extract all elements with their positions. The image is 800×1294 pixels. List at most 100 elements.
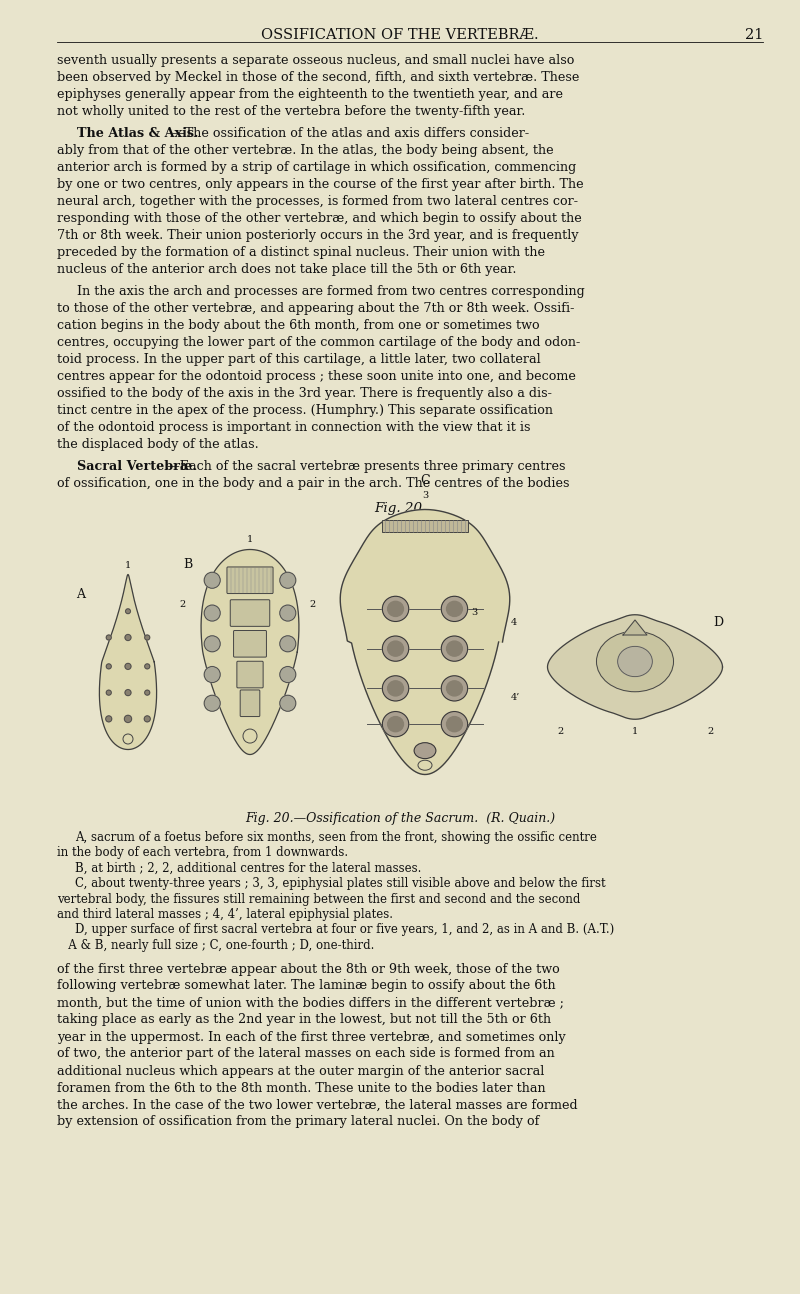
Text: in the body of each vertebra, from 1 downwards.: in the body of each vertebra, from 1 dow… xyxy=(57,846,348,859)
Ellipse shape xyxy=(414,743,436,758)
Ellipse shape xyxy=(442,712,468,736)
Text: nucleus of the anterior arch does not take place till the 5th or 6th year.: nucleus of the anterior arch does not ta… xyxy=(57,263,517,276)
Circle shape xyxy=(145,690,150,695)
Ellipse shape xyxy=(446,641,462,656)
Circle shape xyxy=(204,606,220,621)
Text: of the odontoid process is important in connection with the view that it is: of the odontoid process is important in … xyxy=(57,421,530,433)
Text: D: D xyxy=(713,616,723,629)
Text: by extension of ossification from the primary lateral nuclei. On the body of: by extension of ossification from the pr… xyxy=(57,1115,539,1128)
Text: tinct centre in the apex of the process. (Humphry.) This separate ossification: tinct centre in the apex of the process.… xyxy=(57,404,553,417)
Text: epiphyses generally appear from the eighteenth to the twentieth year, and are: epiphyses generally appear from the eigh… xyxy=(57,88,563,101)
FancyBboxPatch shape xyxy=(230,599,270,626)
Circle shape xyxy=(106,635,111,641)
Ellipse shape xyxy=(442,637,468,661)
Text: ably from that of the other vertebræ. In the atlas, the body being absent, the: ably from that of the other vertebræ. In… xyxy=(57,144,554,157)
Text: 3: 3 xyxy=(471,608,478,617)
Polygon shape xyxy=(340,510,510,775)
Text: 2: 2 xyxy=(310,600,316,609)
Circle shape xyxy=(280,635,296,652)
Text: and third lateral masses ; 4, 4’, lateral epiphysial plates.: and third lateral masses ; 4, 4’, latera… xyxy=(57,908,393,921)
Circle shape xyxy=(145,664,150,669)
Text: OSSIFICATION OF THE VERTEBRÆ.: OSSIFICATION OF THE VERTEBRÆ. xyxy=(261,28,539,41)
Text: anterior arch is formed by a strip of cartilage in which ossification, commencin: anterior arch is formed by a strip of ca… xyxy=(57,160,576,173)
Text: the arches. In the case of the two lower vertebræ, the lateral masses are formed: the arches. In the case of the two lower… xyxy=(57,1099,578,1112)
Text: to those of the other vertebræ, and appearing about the 7th or 8th week. Ossifi-: to those of the other vertebræ, and appe… xyxy=(57,302,574,314)
Ellipse shape xyxy=(442,597,468,621)
Text: 4’: 4’ xyxy=(510,694,520,703)
Text: been observed by Meckel in those of the second, fifth, and sixth vertebræ. These: been observed by Meckel in those of the … xyxy=(57,71,579,84)
Polygon shape xyxy=(623,620,647,635)
Text: not wholly united to the rest of the vertebra before the twenty-fifth year.: not wholly united to the rest of the ver… xyxy=(57,105,526,118)
FancyBboxPatch shape xyxy=(227,567,273,594)
Ellipse shape xyxy=(446,717,462,731)
Text: A, sacrum of a foetus before six months, seen from the front, showing the ossifi: A, sacrum of a foetus before six months,… xyxy=(75,831,597,844)
Polygon shape xyxy=(201,550,299,754)
Circle shape xyxy=(204,666,220,682)
Text: centres appear for the odontoid process ; these soon unite into one, and become: centres appear for the odontoid process … xyxy=(57,370,576,383)
Circle shape xyxy=(280,572,296,589)
Circle shape xyxy=(280,695,296,712)
Text: 2: 2 xyxy=(707,727,713,736)
Text: 2: 2 xyxy=(557,727,563,736)
Ellipse shape xyxy=(382,637,409,661)
Text: 1: 1 xyxy=(632,727,638,736)
Ellipse shape xyxy=(388,602,403,616)
Text: ossified to the body of the axis in the 3rd year. There is frequently also a dis: ossified to the body of the axis in the … xyxy=(57,387,552,400)
Circle shape xyxy=(106,716,112,722)
Ellipse shape xyxy=(446,681,462,696)
Circle shape xyxy=(106,690,111,695)
Ellipse shape xyxy=(382,712,409,736)
Circle shape xyxy=(125,664,131,669)
Text: 7th or 8th week. Their union posteriorly occurs in the 3rd year, and is frequent: 7th or 8th week. Their union posteriorly… xyxy=(57,229,578,242)
Text: 1: 1 xyxy=(125,560,131,569)
Text: A & B, nearly full size ; C, one-fourth ; D, one-third.: A & B, nearly full size ; C, one-fourth … xyxy=(57,939,374,952)
Ellipse shape xyxy=(597,631,674,692)
Text: month, but the time of union with the bodies differs in the different vertebræ ;: month, but the time of union with the bo… xyxy=(57,996,564,1009)
Text: of the first three vertebræ appear about the 8th or 9th week, those of the two: of the first three vertebræ appear about… xyxy=(57,963,560,976)
Ellipse shape xyxy=(418,761,432,770)
Polygon shape xyxy=(547,615,722,719)
Text: —The ossification of the atlas and axis differs consider-: —The ossification of the atlas and axis … xyxy=(172,127,530,140)
Text: Fig. 20.: Fig. 20. xyxy=(374,502,426,515)
Text: A: A xyxy=(76,587,85,600)
Text: cation begins in the body about the 6th month, from one or sometimes two: cation begins in the body about the 6th … xyxy=(57,320,540,333)
Ellipse shape xyxy=(388,681,403,696)
Ellipse shape xyxy=(442,675,468,701)
Polygon shape xyxy=(99,575,157,749)
Circle shape xyxy=(106,664,111,669)
Circle shape xyxy=(280,666,296,682)
FancyBboxPatch shape xyxy=(237,661,263,688)
Text: 1: 1 xyxy=(247,536,253,545)
Text: centres, occupying the lower part of the common cartilage of the body and odon-: centres, occupying the lower part of the… xyxy=(57,336,580,349)
Ellipse shape xyxy=(382,597,409,621)
Text: additional nucleus which appears at the outer margin of the anterior sacral: additional nucleus which appears at the … xyxy=(57,1065,544,1078)
Text: of two, the anterior part of the lateral masses on each side is formed from an: of two, the anterior part of the lateral… xyxy=(57,1048,554,1061)
Bar xyxy=(382,519,468,532)
Text: In the axis the arch and processes are formed from two centres corresponding: In the axis the arch and processes are f… xyxy=(77,285,585,298)
Ellipse shape xyxy=(446,602,462,616)
Text: seventh usually presents a separate osseous nucleus, and small nuclei have also: seventh usually presents a separate osse… xyxy=(57,54,574,67)
Text: following vertebræ somewhat later. The laminæ begin to ossify about the 6th: following vertebræ somewhat later. The l… xyxy=(57,980,556,992)
FancyBboxPatch shape xyxy=(240,690,260,717)
Circle shape xyxy=(125,634,131,641)
Ellipse shape xyxy=(382,675,409,701)
Circle shape xyxy=(243,729,257,743)
Text: Sacral Vertebræ.: Sacral Vertebræ. xyxy=(77,459,197,474)
Text: C: C xyxy=(420,475,430,488)
Circle shape xyxy=(123,734,133,744)
Ellipse shape xyxy=(388,641,403,656)
Circle shape xyxy=(204,572,220,589)
Circle shape xyxy=(280,606,296,621)
Circle shape xyxy=(125,716,131,722)
Circle shape xyxy=(144,716,150,722)
Text: preceded by the formation of a distinct spinal nucleus. Their union with the: preceded by the formation of a distinct … xyxy=(57,246,545,259)
Text: year in the uppermost. In each of the first three vertebræ, and sometimes only: year in the uppermost. In each of the fi… xyxy=(57,1030,566,1043)
Text: taking place as early as the 2nd year in the lowest, but not till the 5th or 6th: taking place as early as the 2nd year in… xyxy=(57,1013,551,1026)
Ellipse shape xyxy=(388,717,403,731)
Ellipse shape xyxy=(618,647,652,677)
Text: of ossification, one in the body and a pair in the arch. The centres of the bodi: of ossification, one in the body and a p… xyxy=(57,477,570,490)
Text: foramen from the 6th to the 8th month. These unite to the bodies later than: foramen from the 6th to the 8th month. T… xyxy=(57,1082,546,1095)
Circle shape xyxy=(125,690,131,696)
Circle shape xyxy=(126,609,130,613)
Text: B, at birth ; 2, 2, additional centres for the lateral masses.: B, at birth ; 2, 2, additional centres f… xyxy=(75,862,422,875)
